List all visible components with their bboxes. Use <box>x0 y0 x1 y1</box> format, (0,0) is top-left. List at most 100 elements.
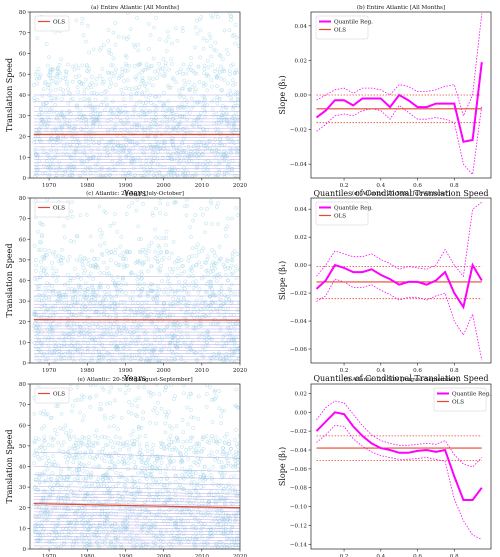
scatter-point <box>171 267 176 271</box>
scatter-point <box>146 358 150 363</box>
scatter-point <box>71 329 76 334</box>
scatter-point <box>190 85 195 90</box>
scatter-point <box>85 159 89 164</box>
scatter-point <box>152 148 156 153</box>
scatter-point <box>208 285 212 290</box>
x-axis-label: Quantiles of Conditional Translation Spe… <box>313 189 488 198</box>
y-tick-label: 30 <box>19 485 27 491</box>
scatter-point <box>128 27 133 32</box>
quantile-fit-line <box>33 508 240 512</box>
y-tick-label: 0 <box>22 176 26 182</box>
scatter-point <box>191 326 196 330</box>
scatter-point <box>106 476 110 480</box>
scatter-point <box>65 62 70 67</box>
scatter-point <box>63 423 68 428</box>
scatter-point <box>216 320 221 324</box>
scatter-point <box>88 543 93 547</box>
scatter-point <box>166 306 170 311</box>
scatter-point <box>120 277 125 282</box>
scatter-point <box>85 330 90 335</box>
scatter-point <box>153 541 158 546</box>
scatter-point <box>64 73 69 77</box>
scatter-point <box>104 401 109 406</box>
scatter-point <box>173 493 178 498</box>
scatter-point <box>195 537 200 542</box>
y-tick-label: 0.02 <box>295 391 308 397</box>
scatter-point <box>205 167 209 172</box>
y-tick-label: 40 <box>19 279 27 285</box>
scatter-point <box>148 463 152 468</box>
scatter-point <box>153 256 157 260</box>
scatter-point <box>50 335 55 340</box>
scatter-point <box>59 343 64 348</box>
scatter-point <box>215 341 219 346</box>
scatter-point <box>222 408 227 413</box>
scatter-point <box>162 143 167 148</box>
scatter-point <box>53 428 57 432</box>
scatter-point <box>46 308 50 312</box>
scatter-point <box>96 147 101 152</box>
scatter-point <box>171 136 176 141</box>
scatter-point <box>205 127 209 132</box>
scatter-point <box>109 81 114 86</box>
scatter-point <box>52 351 57 355</box>
scatter-point <box>69 304 74 308</box>
scatter-point <box>34 526 38 530</box>
y-tick-label: 0.00 <box>295 93 308 99</box>
scatter-point <box>222 69 227 74</box>
scatter-point <box>218 275 222 279</box>
y-tick-label: 60 <box>19 52 27 58</box>
scatter-point <box>167 281 172 286</box>
scatter-point <box>175 437 180 442</box>
scatter-point <box>230 485 235 490</box>
scatter-point <box>122 122 126 127</box>
scatter-point <box>151 408 156 413</box>
scatter-point <box>164 39 169 44</box>
scatter-point <box>32 461 37 465</box>
scatter-point <box>43 510 47 515</box>
scatter-point <box>85 64 89 69</box>
scatter-point <box>50 67 55 71</box>
scatter-point <box>225 326 230 331</box>
scatter-point <box>117 351 122 356</box>
scatter-point <box>131 290 135 294</box>
scatter-point <box>94 77 99 81</box>
scatter-point <box>46 73 51 78</box>
scatter-point <box>194 253 199 258</box>
scatter-point <box>153 525 158 530</box>
scatter-point <box>146 249 151 253</box>
scatter-point <box>229 360 233 363</box>
scatter-point <box>187 255 192 259</box>
scatter-point <box>105 119 110 123</box>
scatter-point <box>96 441 100 446</box>
scatter-point <box>161 103 166 108</box>
scatter-point <box>83 478 88 482</box>
scatter-point <box>140 311 145 315</box>
scatter-point <box>124 63 129 68</box>
y-tick-label: 80 <box>19 196 27 202</box>
scatter-point <box>114 67 118 72</box>
scatter-point <box>187 447 191 452</box>
scatter-point <box>162 147 166 151</box>
scatter-point <box>181 86 186 91</box>
scatter-point <box>32 140 37 145</box>
scatter-point <box>49 327 54 332</box>
scatter-point <box>116 440 120 445</box>
scatter-point <box>121 346 126 351</box>
scatter-point <box>35 538 39 542</box>
scatter-point <box>237 117 240 122</box>
scatter-point <box>178 510 183 515</box>
scatter-point <box>213 293 218 298</box>
scatter-point <box>111 485 115 489</box>
scatter-point <box>42 303 47 308</box>
scatter-point <box>67 109 72 113</box>
scatter-point <box>176 280 181 284</box>
scatter-point <box>105 272 110 277</box>
quantile-fit-line <box>33 533 240 535</box>
scatter-point <box>211 352 216 357</box>
scatter-point <box>154 95 158 99</box>
scatter-point <box>166 410 171 414</box>
y-tick-label: 20 <box>19 320 27 326</box>
scatter-point <box>54 269 59 273</box>
scatter-point <box>129 270 134 275</box>
